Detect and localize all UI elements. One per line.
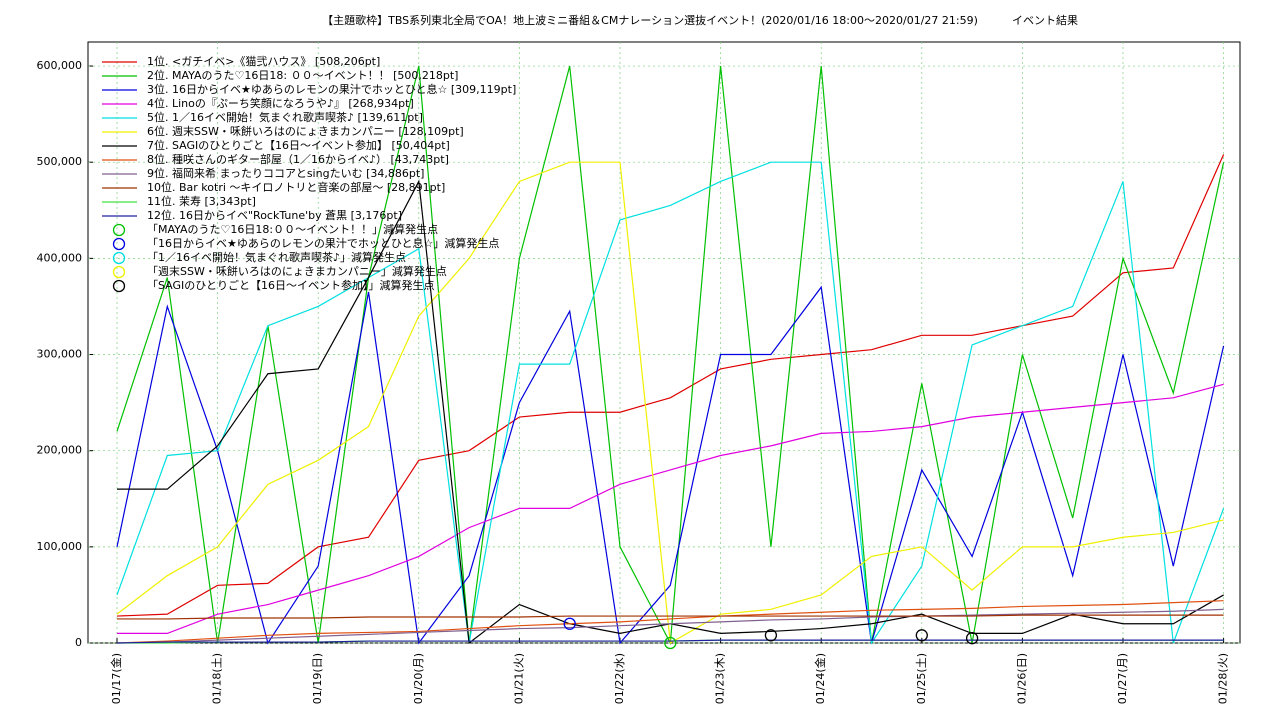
- legend-label: 6位. 週末SSW・咊餅いろはのにょきまカンパニー [128,109pt]: [147, 124, 464, 138]
- series-line: [116, 285, 1225, 645]
- x-tick-label: 01/24(金): [813, 653, 827, 704]
- event-marker: [664, 636, 677, 650]
- legend-label: 3位. 16日からイベ★ゆあらのレモンの果汁でホッとひと息☆ [309,119p…: [147, 82, 516, 96]
- y-tick-label: 100,000: [37, 540, 83, 553]
- series-line: [116, 639, 1224, 644]
- event-marker: [915, 629, 928, 642]
- chart-subtitle: イベント結果: [1012, 13, 1078, 27]
- event-marker: [965, 632, 979, 645]
- x-tick-label: 01/18(土): [211, 653, 224, 704]
- legend-label: 7位. SAGIのひとりごと【16日〜イベント参加】 [50,404pt]: [147, 138, 450, 152]
- y-tick-label: 500,000: [37, 155, 83, 168]
- x-tick-label: 01/17(金): [109, 653, 123, 704]
- legend-label: 5位. 1／16イベ開始！気まぐれ歌声喫茶♪ [139,611pt]: [147, 110, 423, 124]
- x-tick-label: 01/27(月): [1116, 653, 1129, 704]
- x-tick-label: 01/23(木): [714, 653, 727, 704]
- x-tick-label: 01/20(月): [412, 653, 425, 704]
- series-line: [116, 154, 1225, 617]
- y-tick-label: 300,000: [37, 348, 83, 361]
- event-marker: [764, 629, 778, 642]
- legend-label: 「MAYAのうた♡16日18:００〜イベント！！」減算発生点: [147, 222, 438, 236]
- legend-label: 12位. 16日からイベ"RockTune'by 蒼黒 [3,176pt]: [147, 208, 402, 222]
- x-tick-label: 01/19(日): [311, 653, 324, 704]
- x-tick-label: 01/21(火): [512, 653, 525, 704]
- legend-label: 11位. 茉寿 [3,343pt]: [147, 194, 256, 208]
- legend-label: 9位. 福岡来希 まったりココアとsingたいむ [34,886pt]: [147, 166, 424, 180]
- series-line: [116, 161, 1225, 645]
- x-tick-label: 01/22(水): [613, 653, 626, 704]
- legend-marker: [112, 237, 126, 251]
- legend-label: 「1／16イベ開始！気まぐれ歌声喫茶♪」減算発生点: [147, 250, 406, 264]
- legend-label: 10位. Bar kotri 〜キイロノトリと音楽の部屋〜 [28,891pt]: [147, 180, 445, 194]
- x-tick-label: 01/25(土): [915, 653, 928, 704]
- legend-marker: [112, 223, 126, 237]
- chart-title: 【主題歌枠】TBS系列東北全局でOA！地上波ミニ番組＆CMナレーション選抜イベン…: [322, 13, 978, 27]
- series-line: [116, 161, 1224, 644]
- legend-label: 「16日からイベ★ゆあらのレモンの果汁でホッとひと息☆」減算発生点: [147, 236, 499, 250]
- y-tick-label: 600,000: [37, 59, 83, 72]
- legend-label: 「週末SSW・咊餅いろはのにょきまカンパニー」減算発生点: [147, 264, 447, 278]
- y-tick-label: 0: [75, 636, 82, 649]
- series-line: [116, 608, 1224, 644]
- legend-marker: [112, 251, 126, 265]
- x-tick-label: 01/26(日): [1015, 653, 1028, 704]
- x-tick-label: 01/28(火): [1217, 653, 1230, 704]
- legend-marker: [112, 279, 126, 293]
- legend-label: 2位. MAYAのうた♡16日18: ００〜イベント！！ [500,218pt]: [147, 68, 458, 82]
- legend-label: 4位. Linoの『ぷーち笑顔になろうや♪』 [268,934pt]: [147, 96, 414, 110]
- series-line: [117, 614, 1224, 620]
- legend-marker: [112, 265, 126, 279]
- legend-label: 1位. <ガチイベ>《猫弐ハウス》 [508,206pt]: [147, 54, 380, 68]
- event-marker: [563, 617, 576, 630]
- y-tick-label: 400,000: [37, 251, 83, 264]
- series-line: [117, 383, 1224, 634]
- legend-label: 「SAGIのひとりごと【16日〜イベント参加】」減算発生点: [147, 278, 434, 292]
- series-line: [116, 600, 1224, 644]
- legend-label: 8位. 種咲さんのギター部屋（1／16からイベ♪） [43,743pt]: [147, 152, 449, 166]
- y-tick-label: 200,000: [37, 444, 83, 457]
